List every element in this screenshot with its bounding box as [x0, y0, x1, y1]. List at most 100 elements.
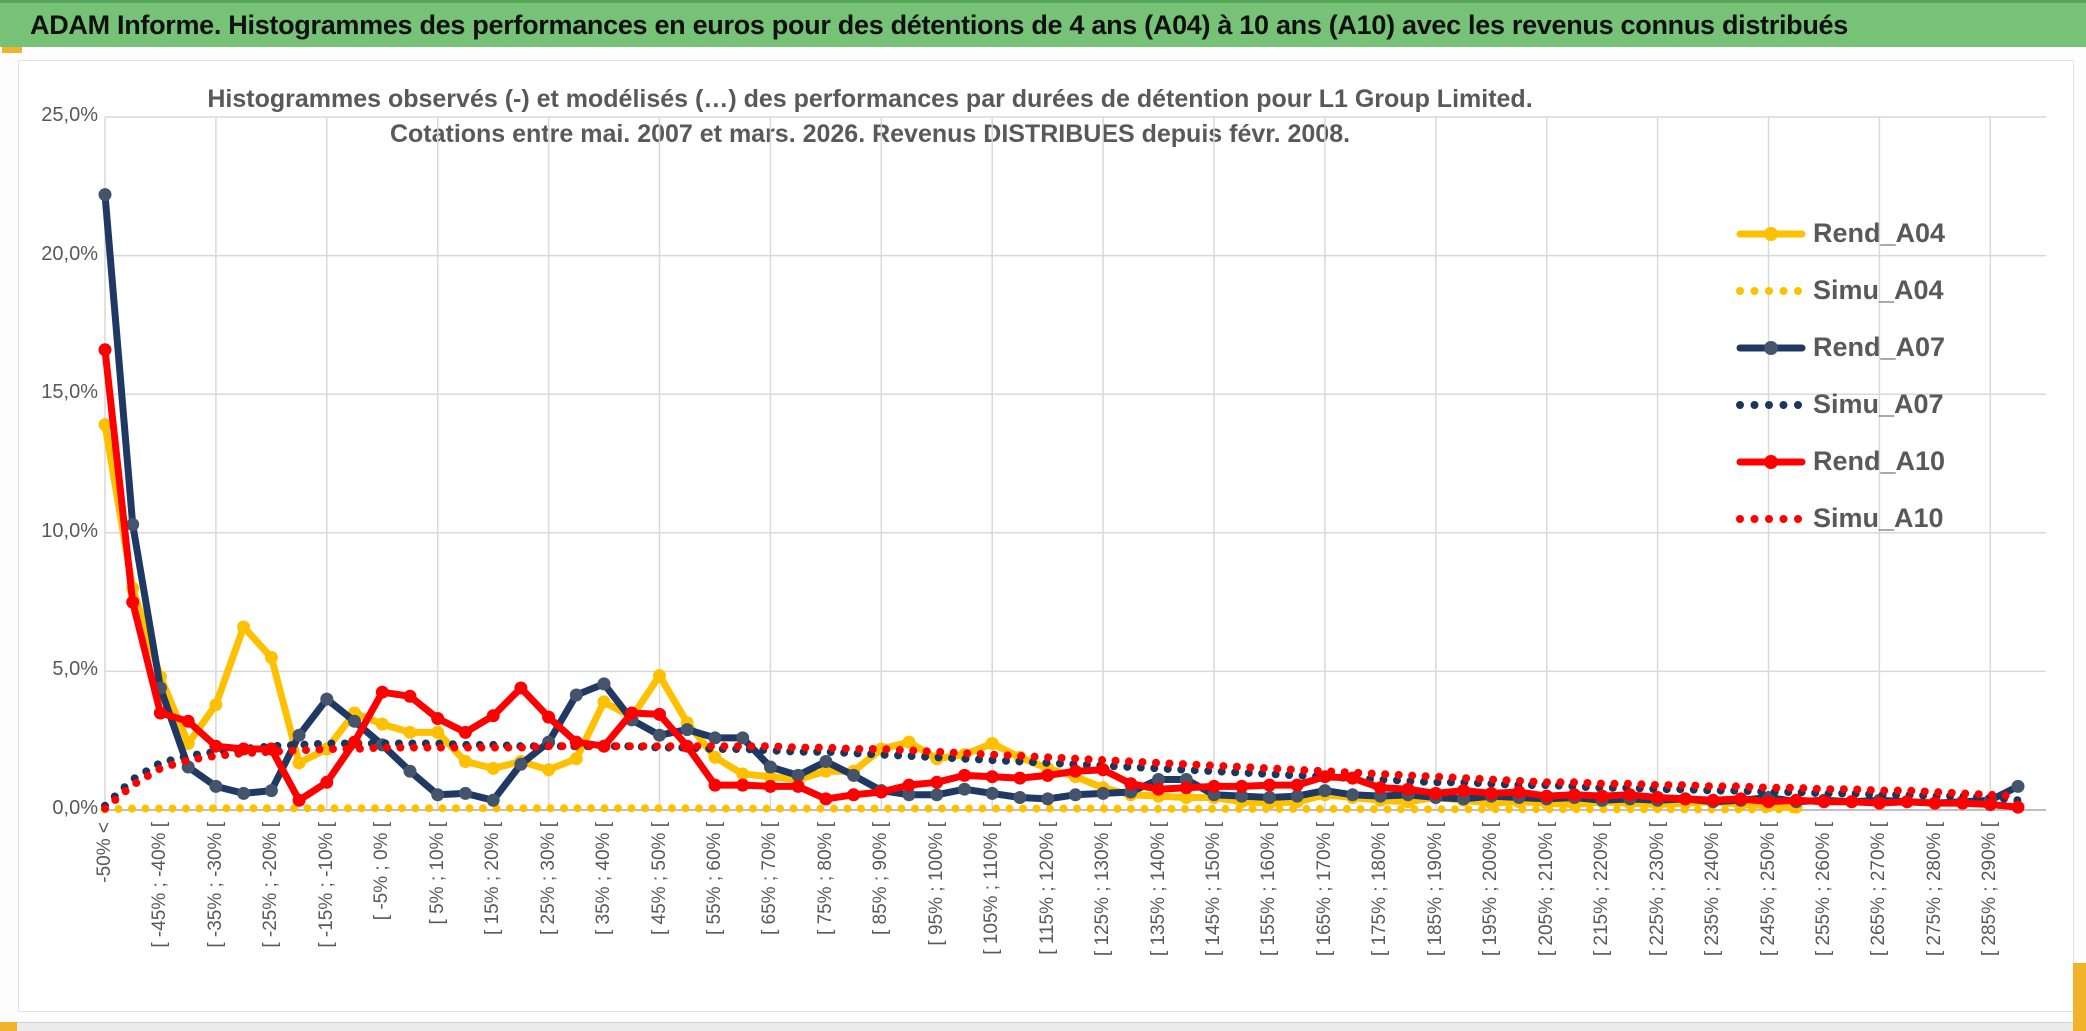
marker-Rend_A10 [1567, 788, 1581, 802]
bottom-scroll-strip[interactable] [0, 1022, 2086, 1031]
marker-Rend_A07 [958, 782, 971, 796]
marker-Rend_A07 [126, 518, 140, 531]
marker-Rend_A10 [98, 343, 112, 357]
marker-Rend_A07 [930, 788, 944, 802]
marker-Rend_A10 [126, 595, 140, 609]
x-tick-label: [ -15% ; -10% [ [315, 822, 337, 948]
marker-Rend_A10 [874, 785, 888, 799]
x-tick-label: [ 125% ; 130% [ [1092, 822, 1114, 957]
chart-object[interactable] [18, 60, 2074, 1012]
page-title: ADAM Informe. Histogrammes des performan… [30, 9, 1848, 40]
marker-Rend_A04 [708, 750, 722, 764]
x-tick-label: [ 115% ; 120% [ [1036, 822, 1058, 955]
x-tick-label: [ 255% ; 260% [ [1812, 822, 1834, 957]
right-edge-accent [2073, 963, 2086, 1023]
chart-title: Histogrammes observés (-) et modélisés (… [150, 82, 1590, 152]
marker-Rend_A10 [1734, 792, 1748, 806]
legend-item-Simu_A04[interactable]: Simu_A04 [1735, 262, 2035, 319]
marker-Rend_A07 [736, 731, 750, 745]
marker-Rend_A10 [1845, 795, 1859, 809]
marker-Rend_A07 [98, 188, 112, 202]
series-Simu_A10[interactable] [101, 742, 2022, 813]
marker-Rend_A07 [514, 757, 528, 771]
marker-Rend_A10 [708, 778, 722, 792]
marker-Rend_A07 [1041, 792, 1055, 806]
x-tick-label: [ 205% ; 210% [ [1535, 822, 1557, 957]
series-Simu_A04[interactable] [101, 804, 1801, 814]
x-tick-label: -50% < [94, 822, 115, 883]
marker-Rend_A07 [1290, 789, 1304, 803]
marker-Rend_A10 [153, 706, 167, 720]
marker-Rend_A10 [1983, 798, 1997, 811]
legend-item-Rend_A10[interactable]: Rend_A10 [1735, 433, 2035, 490]
x-tick-label: [ -25% ; -20% [ [260, 822, 282, 948]
x-tick-label: [ 35% ; 40% [ [593, 822, 615, 936]
x-tick-label: [ 225% ; 230% [ [1646, 822, 1668, 957]
marker-Rend_A10 [1457, 784, 1470, 798]
marker-Rend_A10 [1041, 768, 1055, 782]
marker-Rend_A04 [181, 737, 195, 750]
series-Rend_A07[interactable] [101, 191, 2022, 807]
marker-Rend_A10 [1207, 779, 1221, 793]
x-tick-label: [ 285% ; 290% [ [1979, 822, 2001, 957]
legend-label: Rend_A04 [1813, 218, 1946, 248]
marker-Rend_A04 [98, 418, 112, 432]
marker-Rend_A04 [486, 761, 500, 775]
x-tick-label: [ -5% ; 0% [ [371, 822, 393, 921]
legend-sample-dotted [1736, 286, 1806, 295]
x-tick-label: [ 105% ; 110% [ [981, 822, 1003, 955]
marker-Rend_A07 [1013, 791, 1027, 804]
marker-Rend_A10 [431, 712, 445, 725]
legend-item-Simu_A07[interactable]: Simu_A07 [1735, 376, 2035, 433]
marker-Rend_A10 [653, 707, 666, 721]
legend-item-Rend_A07[interactable]: Rend_A07 [1735, 319, 2035, 376]
marker-Rend_A07 [1096, 786, 1110, 800]
marker-Rend_A10 [958, 768, 971, 782]
marker-Rend_A04 [458, 755, 472, 768]
marker-Rend_A07 [763, 760, 777, 774]
marker-Rend_A10 [1956, 796, 1970, 810]
x-tick-label: [ 235% ; 240% [ [1702, 822, 1724, 957]
x-tick-label: [ 275% ; 280% [ [1923, 822, 1945, 957]
series-Simu_A07[interactable] [101, 739, 2022, 810]
marker-Rend_A10 [181, 714, 195, 728]
marker-Rend_A07 [237, 786, 251, 800]
marker-Rend_A04 [1179, 791, 1193, 804]
marker-Rend_A07 [708, 731, 722, 745]
x-tick-label: [ -35% ; -30% [ [204, 822, 226, 948]
marker-Rend_A07 [680, 723, 694, 737]
legend-item-Simu_A10[interactable]: Simu_A10 [1735, 490, 2035, 547]
marker-Rend_A04 [653, 669, 666, 683]
marker-Rend_A10 [1678, 792, 1692, 806]
series-Rend_A10[interactable] [101, 346, 2022, 811]
marker-Rend_A10 [1872, 796, 1886, 810]
x-tick-label: [ 55% ; 60% [ [703, 822, 725, 936]
marker-Rend_A07 [403, 764, 417, 778]
marker-Rend_A10 [542, 710, 556, 724]
marker-Rend_A10 [1651, 791, 1665, 804]
marker-Rend_A07 [458, 786, 472, 800]
marker-Rend_A10 [1540, 789, 1554, 803]
x-tick-label: [ 25% ; 30% [ [537, 822, 559, 936]
x-tick-label: [ 15% ; 20% [ [482, 822, 504, 936]
x-tick-label: [ 135% ; 140% [ [1147, 822, 1169, 957]
marker-Rend_A10 [1096, 763, 1110, 777]
marker-Rend_A07 [1068, 788, 1082, 802]
marker-Rend_A10 [375, 685, 389, 699]
marker-Rend_A10 [292, 793, 306, 807]
marker-Rend_A10 [1179, 781, 1193, 795]
marker-Rend_A04 [237, 620, 251, 634]
y-tick-label: 5,0% [52, 658, 98, 681]
chart-title-line1: Histogrammes observés (-) et modélisés (… [207, 85, 1533, 113]
marker-Rend_A04 [597, 695, 611, 709]
x-tick-label: [ 165% ; 170% [ [1313, 822, 1335, 957]
marker-Rend_A10 [1928, 796, 1942, 810]
marker-Rend_A10 [320, 775, 334, 789]
marker-Rend_A10 [1762, 795, 1775, 809]
legend-item-Rend_A04[interactable]: Rend_A04 [1735, 205, 2035, 262]
marker-Rend_A10 [458, 725, 472, 739]
marker-Rend_A10 [1401, 782, 1415, 796]
marker-Rend_A10 [1817, 795, 1831, 809]
marker-Rend_A07 [653, 728, 666, 742]
